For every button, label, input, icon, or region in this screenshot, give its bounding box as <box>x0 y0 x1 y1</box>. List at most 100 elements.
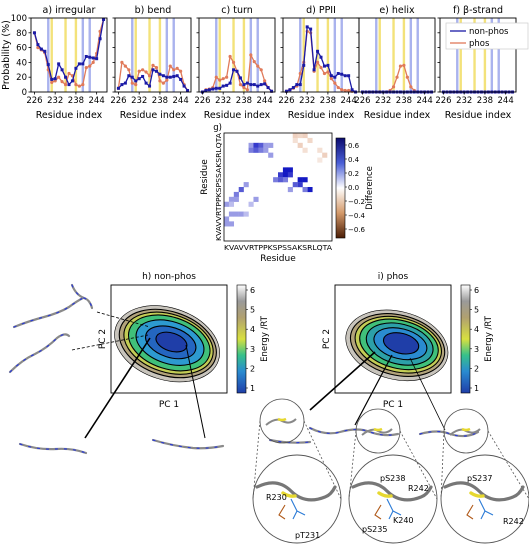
sidechain-phosphate <box>374 504 382 520</box>
heatmap-cell <box>243 211 249 217</box>
residue-label-ps238: pS238 <box>380 474 405 483</box>
colorbar-label: Energy /RT <box>260 315 270 362</box>
y-axis-label: PC 2 <box>98 329 108 349</box>
point-non-phos <box>98 37 102 41</box>
x-axis-label: Residue <box>260 254 296 264</box>
residue-label-pt231: pT231 <box>295 531 320 540</box>
point-phos <box>398 64 403 68</box>
point-phos <box>175 66 179 70</box>
colorbar-tick-label: 0.4 <box>348 156 360 164</box>
point-non-phos <box>137 77 141 81</box>
point-phos <box>91 60 95 64</box>
point-non-phos <box>50 77 54 81</box>
connector <box>84 337 151 439</box>
heatmap-cell <box>317 157 323 163</box>
x-axis-label: Residue index <box>204 110 271 121</box>
point-phos <box>154 65 159 70</box>
backbone-ribbon <box>351 481 433 502</box>
heatmap-cell <box>282 172 289 178</box>
point-phos <box>81 83 85 87</box>
point-non-phos <box>322 64 326 68</box>
panel-title: d) PPII <box>306 5 336 16</box>
point-non-phos <box>175 74 179 78</box>
heatmap-cell <box>292 182 298 188</box>
panel-frame <box>439 17 517 93</box>
point-phos <box>242 85 246 90</box>
point-phos <box>333 81 337 85</box>
heatmap-cell <box>302 133 308 139</box>
heatmap-cell <box>224 201 230 207</box>
point-non-phos <box>36 43 40 47</box>
point-non-phos <box>154 69 158 73</box>
secondary-structure-panels: Probability (%) a) irregular 226 232 238 244 0… <box>1 5 517 121</box>
x-tick-label: 226 <box>278 96 294 106</box>
chain-left-top-2 <box>70 283 94 310</box>
point-phos <box>158 79 162 83</box>
point-non-phos <box>53 77 57 81</box>
legend-entry-phos: phos <box>469 39 490 49</box>
heatmap-cell <box>253 147 259 153</box>
colorbar-tick-label: 2 <box>474 364 479 373</box>
phospho-site-highlight <box>469 491 485 498</box>
point-non-phos <box>242 83 246 87</box>
point-phos <box>151 63 155 67</box>
point-non-phos <box>43 49 47 53</box>
sidechain <box>386 498 402 520</box>
point-non-phos <box>207 88 211 92</box>
panel-frame <box>30 17 108 93</box>
point-phos <box>50 80 54 84</box>
x-tick-label: 232 <box>215 96 231 106</box>
panel-title: a) irregular <box>43 5 96 16</box>
point-non-phos <box>225 83 229 87</box>
x-tick-label: 244 <box>89 96 105 106</box>
point-non-phos <box>329 74 333 78</box>
panel-title: b) bend <box>135 5 172 16</box>
sidechain-phosphate <box>466 504 474 520</box>
series-line-non-phos <box>286 25 356 93</box>
point-phos <box>322 71 327 76</box>
point-non-phos <box>350 88 354 92</box>
colorbar-tick-label: 0.6 <box>348 142 360 150</box>
x-tick-label: 226 <box>26 96 42 106</box>
chain-bottom-1 <box>18 442 88 455</box>
colorbar-tick-label: 3 <box>250 345 255 354</box>
panel-c-turn: c) turn 226 232 238 244 Residue index <box>194 5 276 121</box>
panel-b-bend: b) bend 226 232 238 244 Residue index <box>110 5 192 121</box>
colorbar-tick-label: 5 <box>474 306 479 315</box>
connector <box>409 357 446 431</box>
point-non-phos <box>60 68 64 72</box>
x-tick-label: 232 <box>375 96 391 106</box>
heatmap-cell <box>228 196 235 202</box>
point-phos <box>329 77 333 81</box>
heatmap-cell <box>317 147 323 153</box>
heatmap-cell <box>258 147 264 153</box>
x-tick-label: 238 <box>477 96 493 106</box>
point-non-phos <box>235 69 239 73</box>
point-non-phos <box>123 81 127 85</box>
colorbar-tick-label: −0.2 <box>348 198 365 206</box>
point-non-phos <box>168 75 172 79</box>
point-non-phos <box>228 81 232 85</box>
point-phos <box>263 79 267 83</box>
heatmap-cell <box>292 137 298 144</box>
point-non-phos <box>298 83 302 87</box>
point-non-phos <box>46 63 50 67</box>
sidechain <box>290 498 306 520</box>
point-non-phos <box>179 77 183 81</box>
heatmap-cell <box>282 177 289 183</box>
y-axis-label: PC 2 <box>322 329 332 349</box>
point-non-phos <box>120 83 124 87</box>
point-non-phos <box>74 66 78 70</box>
colorbar-tick-label: 4 <box>250 325 255 334</box>
heatmap-cell <box>302 187 308 193</box>
zoom-guide <box>440 430 445 500</box>
heatmap-cell <box>268 142 274 148</box>
point-phos <box>137 69 141 73</box>
panel-a-irregular: a) irregular 226 232 238 244 0 20 40 60 80 100 Resi… <box>11 5 108 121</box>
residue-label-ps235: pS235 <box>362 525 387 534</box>
point-phos <box>67 71 71 76</box>
point-non-phos <box>165 75 169 79</box>
heatmap-cell <box>307 187 313 193</box>
residue-label-r242: R242 <box>408 484 429 493</box>
point-non-phos <box>295 83 299 87</box>
